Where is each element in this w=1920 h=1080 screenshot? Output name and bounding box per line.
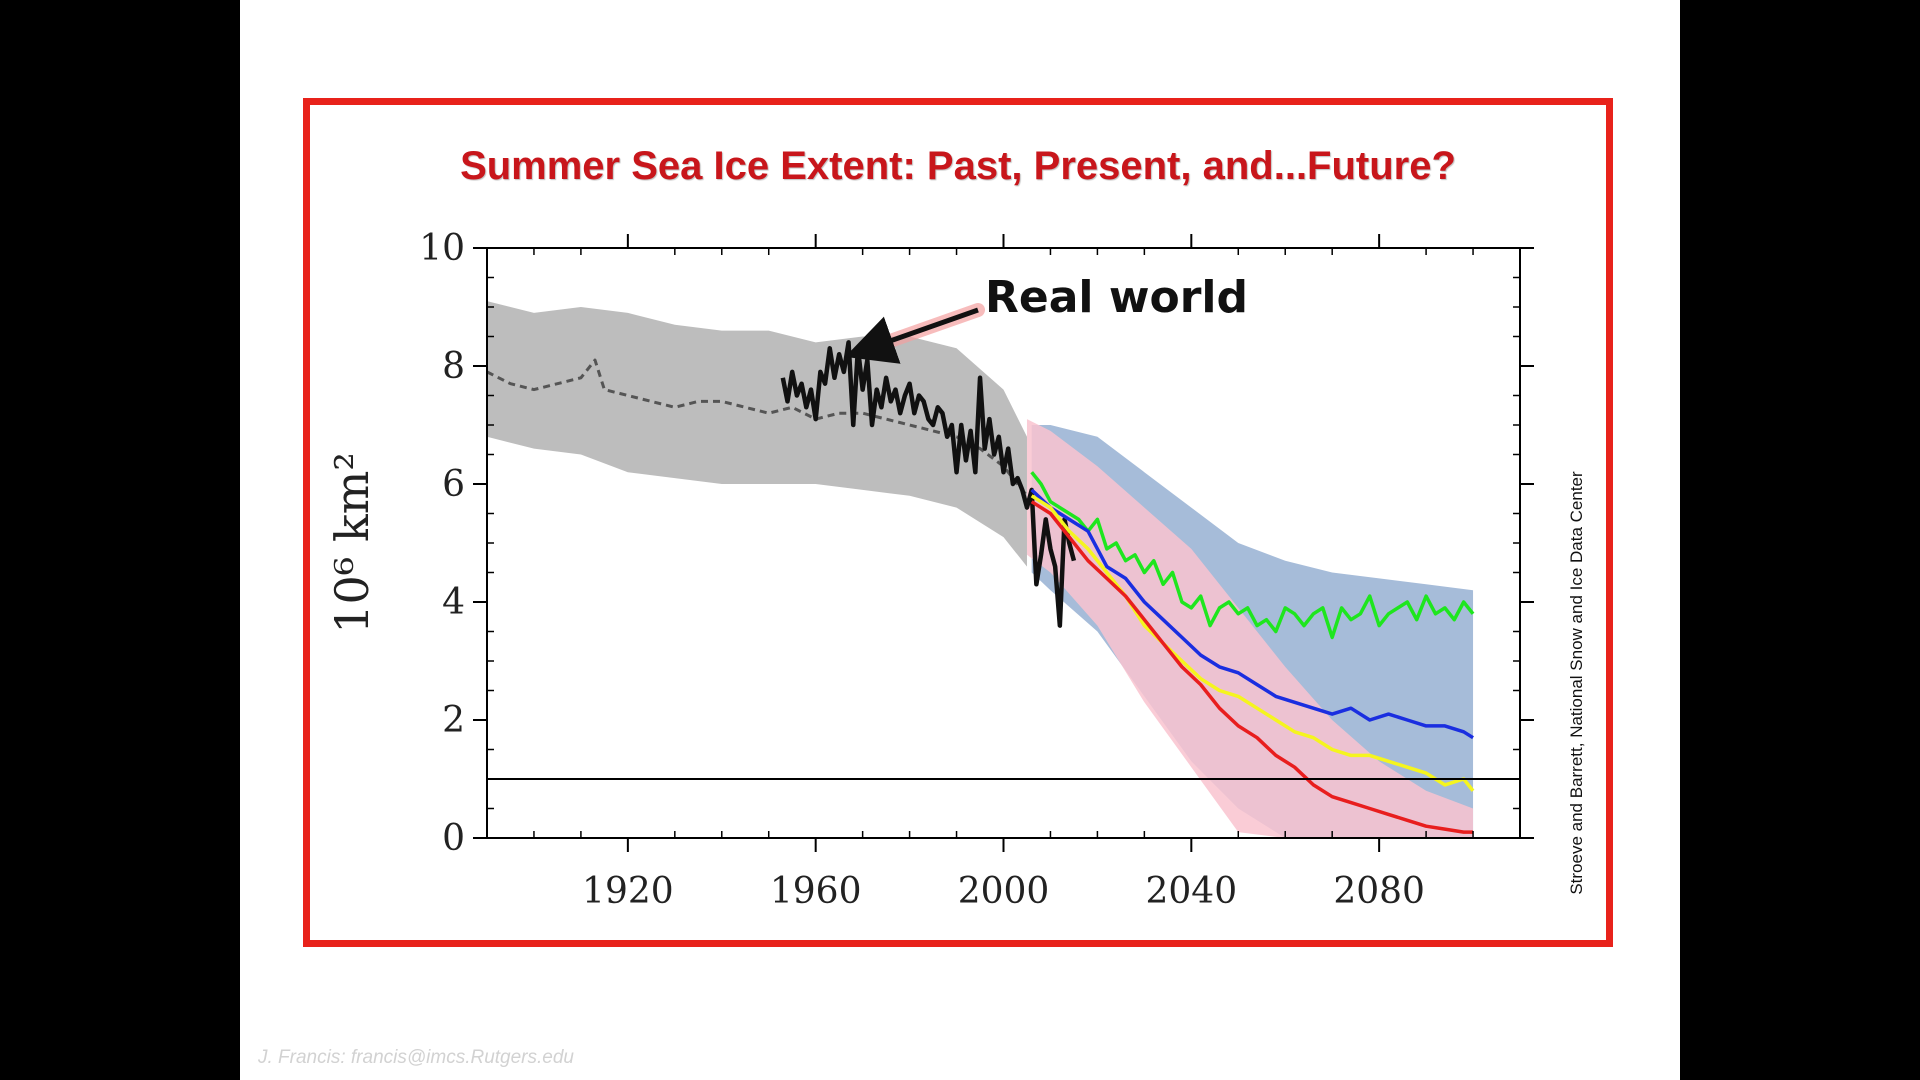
bands-layer bbox=[487, 301, 1474, 838]
chart-credit: Stroeve and Barrett, National Snow and I… bbox=[1567, 471, 1586, 895]
annotation-arrow bbox=[845, 307, 979, 364]
series-line-yellow bbox=[1030, 494, 1475, 792]
axes-layer: 0 2 4 6 8 10 1920 1960 2000 2040 2080 bbox=[419, 228, 1534, 912]
y-tick-label: 10 bbox=[419, 228, 465, 269]
y-tick-label: 2 bbox=[442, 700, 465, 741]
x-tick-label: 2000 bbox=[958, 871, 1050, 912]
series-line-blue bbox=[1030, 488, 1474, 740]
y-tick-label: 4 bbox=[442, 582, 465, 623]
y-tick-label: 8 bbox=[442, 346, 465, 387]
x-tick-label: 1920 bbox=[582, 871, 674, 912]
footer-credit: J. Francis: francis@imcs.Rutgers.edu bbox=[258, 1047, 574, 1068]
series-line-green bbox=[1030, 471, 1475, 640]
y-axis-label: 10⁶ km² bbox=[325, 452, 379, 634]
x-tick-label: 2080 bbox=[1333, 871, 1425, 912]
annotation-real-world: Real world bbox=[985, 272, 1248, 323]
series-line-observed bbox=[780, 340, 1077, 628]
band-historical_band bbox=[487, 301, 1027, 567]
series-line-red bbox=[1030, 500, 1474, 834]
x-tick-label: 1960 bbox=[770, 871, 862, 912]
series-layer bbox=[486, 340, 1475, 834]
series-line-historical_band bbox=[486, 358, 1029, 497]
y-tick-label: 0 bbox=[442, 818, 465, 859]
chart-title: Summer Sea Ice Extent: Past, Present, an… bbox=[460, 144, 1456, 188]
annotation-layer: Real world bbox=[845, 272, 1248, 364]
band-pink_band bbox=[1026, 419, 1474, 838]
y-tick-label: 6 bbox=[442, 464, 465, 505]
x-tick-label: 2040 bbox=[1146, 871, 1238, 912]
